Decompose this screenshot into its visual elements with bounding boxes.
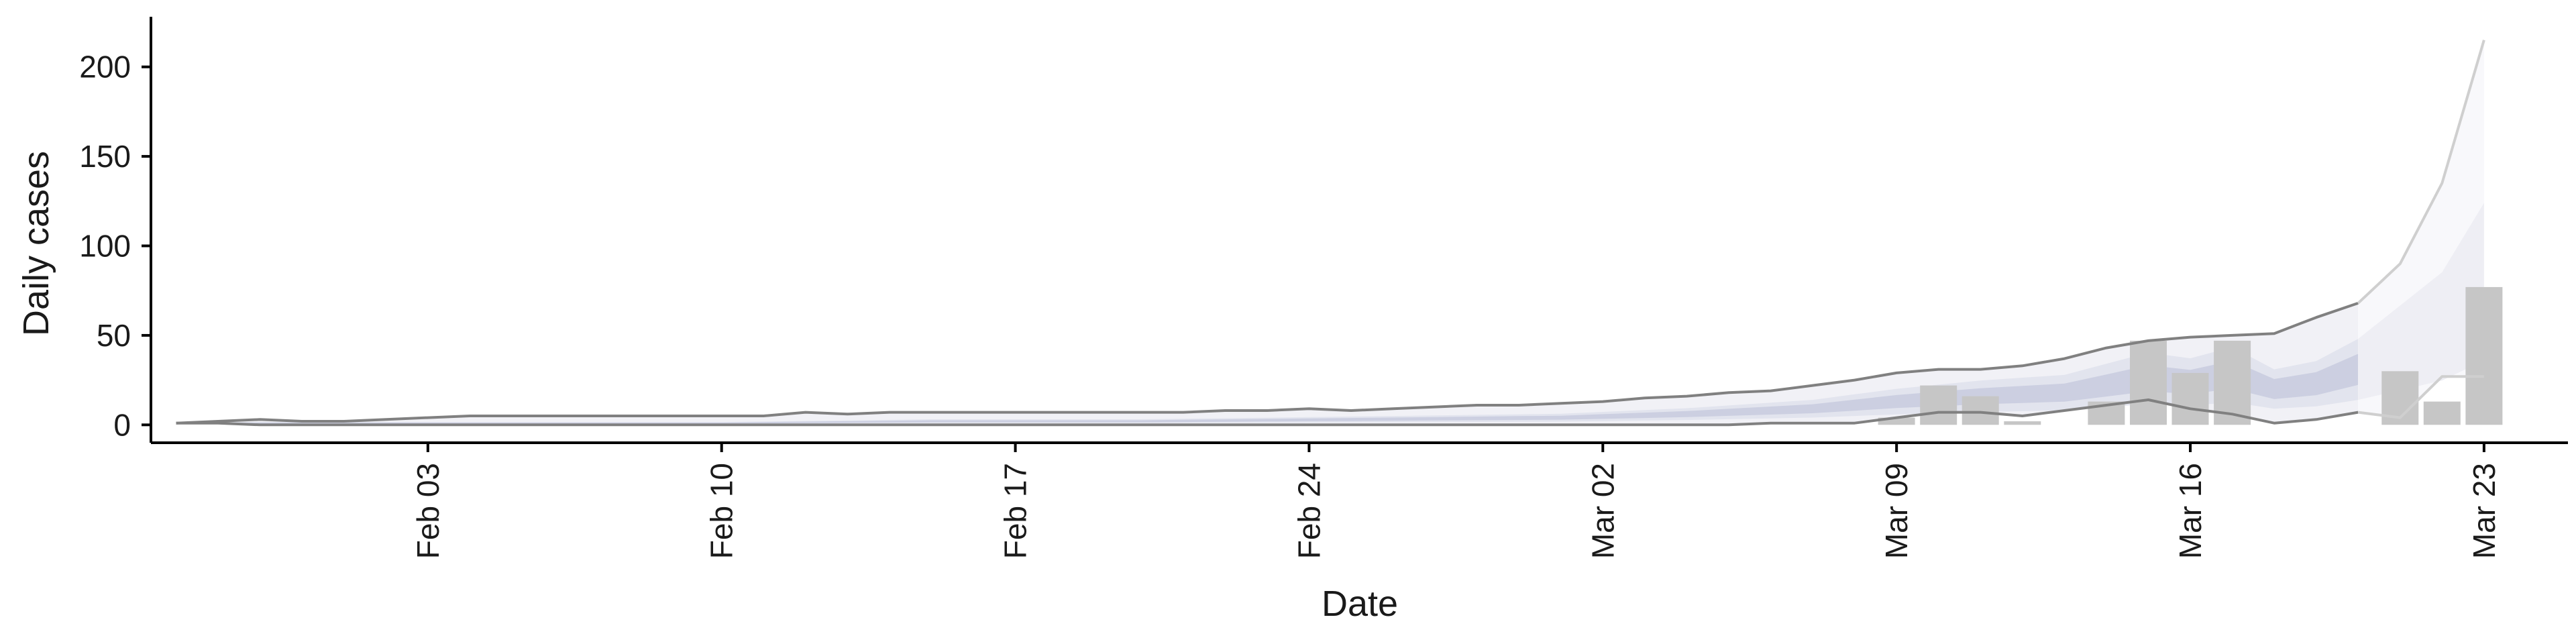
y-tick-label-2: 100 xyxy=(79,229,131,264)
x-tick-label-0: Feb 03 xyxy=(411,463,445,559)
observed-bar-6 xyxy=(2172,373,2209,425)
x-tick-label-2: Feb 17 xyxy=(998,463,1033,559)
axes: 0 50 100 150 200 Feb 03 Feb 10 Feb 17 Feb 24 Mar… xyxy=(79,17,2568,559)
x-tick-label-3: Feb 24 xyxy=(1291,463,1326,559)
y-ticks: 0 50 100 150 200 xyxy=(79,50,151,443)
y-tick-label-4: 200 xyxy=(79,50,131,85)
x-axis-title: Date xyxy=(1322,584,1398,624)
x-tick-label-4: Mar 02 xyxy=(1585,463,1620,559)
observed-bar-9 xyxy=(2424,402,2461,425)
x-tick-label-7: Mar 23 xyxy=(2467,463,2502,559)
y-tick-label-1: 50 xyxy=(97,318,131,353)
x-tick-label-6: Mar 16 xyxy=(2173,463,2208,559)
x-ticks: Feb 03 Feb 10 Feb 17 Feb 24 Mar 02 Mar 09 Mar … xyxy=(411,443,2502,559)
y-tick-label-0: 0 xyxy=(113,407,131,442)
x-tick-label-1: Feb 10 xyxy=(704,463,739,559)
observed-bar-2 xyxy=(1962,396,1999,425)
observed-bar-3 xyxy=(2004,421,2041,425)
observed-bar-1 xyxy=(1920,386,1957,425)
y-axis-title: Daily cases xyxy=(16,151,56,336)
observed-bar-10 xyxy=(2465,287,2502,425)
observed-bar-5 xyxy=(2130,341,2167,425)
x-tick-label-5: Mar 09 xyxy=(1879,463,1914,559)
y-tick-label-3: 150 xyxy=(79,139,131,174)
